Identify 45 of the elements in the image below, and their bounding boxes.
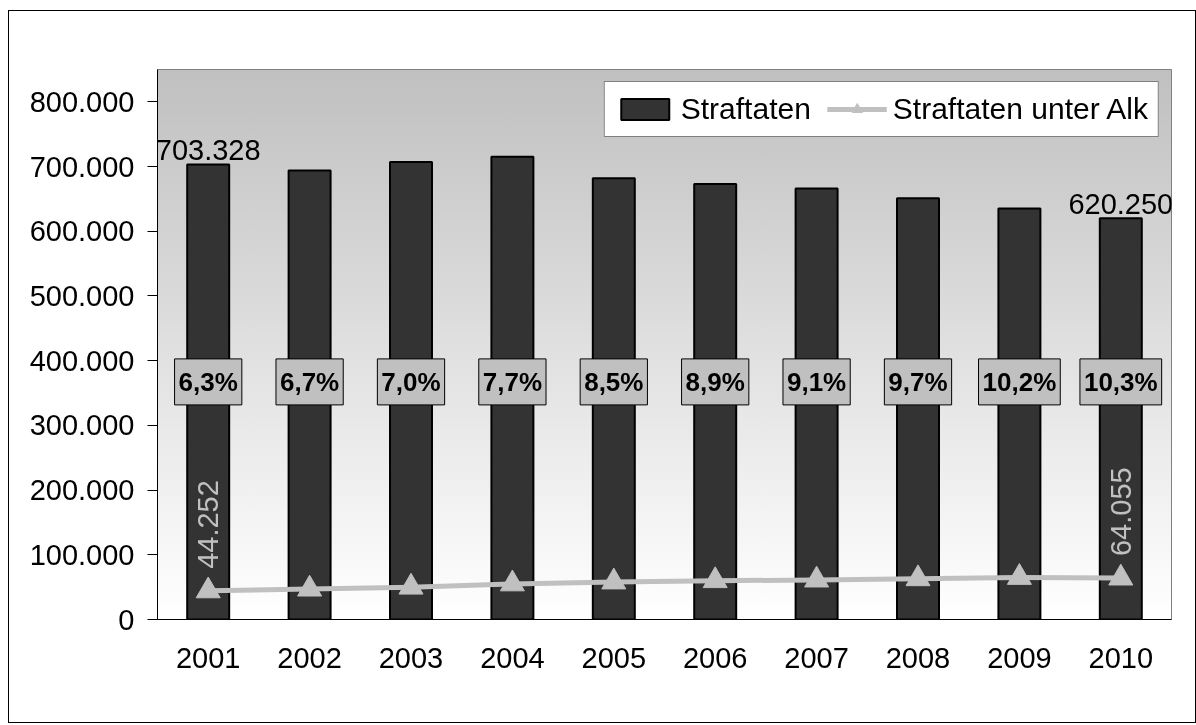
point <box>702 566 728 589</box>
x-tick-label: 2010 <box>1088 641 1154 674</box>
data-label: 620.250 <box>1068 188 1174 221</box>
annotation: 10,2% <box>982 366 1057 397</box>
annotation: 8,5% <box>584 366 644 397</box>
y-tick-label: 300.000 <box>29 409 135 442</box>
x-tick-label: 2007 <box>784 641 849 674</box>
y-tick-label: 100.000 <box>29 538 135 571</box>
y-tick-label: 0 <box>118 603 135 636</box>
point <box>804 565 830 588</box>
x-tick-label: 2003 <box>378 641 444 674</box>
point <box>905 564 931 587</box>
x-tick-label: 2001 <box>175 641 241 674</box>
data-label: 44.252 <box>192 480 225 569</box>
x-tick-label: 2002 <box>277 641 342 674</box>
point <box>499 569 525 592</box>
annotation: 6,3% <box>178 366 238 397</box>
annotation: 9,7% <box>888 366 948 397</box>
y-tick-label: 500.000 <box>29 279 135 312</box>
x-tick-label: 2006 <box>682 641 748 674</box>
point <box>1108 563 1134 586</box>
data-label: 703.328 <box>155 134 261 167</box>
annotation: 7,0% <box>381 366 441 397</box>
x-tick-label: 2008 <box>885 641 951 674</box>
point <box>297 574 323 597</box>
legend-label: Straftaten <box>680 92 811 126</box>
annotation: 10,3% <box>1083 366 1158 397</box>
point <box>601 567 627 590</box>
x-tick-label: 2004 <box>480 641 545 674</box>
point <box>195 576 221 599</box>
point <box>1006 563 1032 585</box>
legend-label: Straftaten unter Alk <box>892 92 1148 126</box>
annotation: 8,9% <box>685 366 745 397</box>
data-label: 64.055 <box>1104 467 1137 557</box>
y-tick-label: 800.000 <box>29 85 135 118</box>
x-tick-label: 2009 <box>987 641 1052 674</box>
y-tick-label: 600.000 <box>29 215 135 248</box>
x-tick-label: 2005 <box>581 641 647 674</box>
y-tick-label: 700.000 <box>29 150 135 183</box>
point <box>398 572 424 595</box>
y-tick-label: 200.000 <box>29 474 135 507</box>
y-tick-label: 400.000 <box>29 344 135 377</box>
annotation: 9,1% <box>786 366 847 397</box>
annotation: 6,7% <box>279 366 340 397</box>
annotation: 7,7% <box>482 366 543 397</box>
